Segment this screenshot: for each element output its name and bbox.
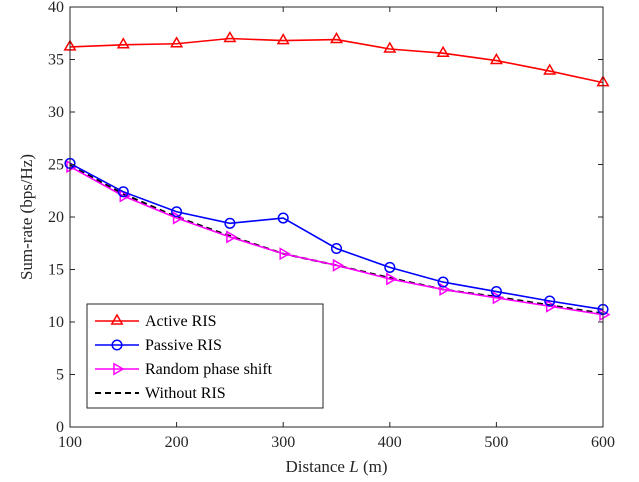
series-line-passive-ris [69,162,604,311]
y-tick-label: 5 [56,367,64,384]
legend-marker-random-phase-shift [113,362,125,376]
y-tick-label: 35 [48,52,64,69]
data-point-random-phase-shift [226,230,238,244]
legend-label-active-ris: Active RIS [145,313,217,330]
data-point-passive-ris [544,295,556,307]
x-tick-label: 500 [484,434,508,451]
data-point-passive-ris [171,206,183,218]
data-point-passive-ris [224,217,236,229]
y-tick-label: 25 [48,157,64,174]
series-active-ris [63,31,610,87]
data-point-random-phase-shift [599,308,611,322]
series-layer [63,31,611,322]
y-tick-label: 10 [48,314,64,331]
x-axis-title: Distance L (m) [286,457,388,476]
series-line-active-ris [69,37,604,84]
legend: Active RIS Passive RIS Random phase shift W… [86,303,324,409]
data-point-random-phase-shift [545,299,558,313]
legend-entry-passive-ris: Passive RIS [95,337,222,354]
data-point-active-ris [329,32,344,44]
legend-label-random-phase-shift: Random phase shift [145,361,273,378]
series-random-phase-shift [66,160,611,322]
x-tick-label: 400 [378,434,402,451]
legend-entry-without-ris: Without RIS [95,385,226,402]
legend-entry-active-ris: Active RIS [95,313,217,330]
data-point-active-ris [170,36,184,48]
data-point-random-phase-shift [332,258,344,272]
legend-label-passive-ris: Passive RIS [145,337,222,354]
data-point-active-ris [276,33,290,45]
series-line-random-phase-shift [69,165,604,316]
axes: 100 200 300 400 500 600 0 5 10 15 20 25 30 35 40 Distan… [17,0,615,476]
x-tick-label: 200 [165,434,189,451]
legend-marker-passive-ris [111,339,123,351]
data-point-passive-ris [437,276,449,288]
data-point-active-ris [436,45,450,57]
data-point-passive-ris [490,286,502,298]
x-tick-label: 600 [591,434,615,451]
data-point-passive-ris [384,261,396,273]
y-tick-label: 15 [48,262,64,279]
data-point-random-phase-shift [279,247,291,261]
x-tick-label: 100 [58,434,82,451]
data-point-active-ris [223,31,237,43]
data-point-passive-ris [330,242,343,255]
y-tick-label: 30 [48,104,64,121]
x-tick-label: 300 [271,434,295,451]
y-axis-title: Sum-rate (bps/Hz) [17,154,36,280]
legend-label-without-ris: Without RIS [145,385,226,402]
data-point-active-ris [489,53,503,65]
y-tick-label: 0 [56,419,64,436]
legend-entry-random-phase-shift: Random phase shift [95,361,273,378]
data-point-random-phase-shift [172,211,185,225]
data-point-passive-ris [117,186,129,198]
data-point-active-ris [116,37,130,49]
data-point-active-ris [543,63,557,75]
data-point-random-phase-shift [492,291,504,305]
data-point-active-ris [383,41,397,53]
y-tick-label: 20 [48,209,64,226]
y-tick-label: 40 [48,0,64,16]
data-point-passive-ris [277,212,289,224]
legend-marker-active-ris [110,313,124,325]
data-point-random-phase-shift [386,272,398,286]
